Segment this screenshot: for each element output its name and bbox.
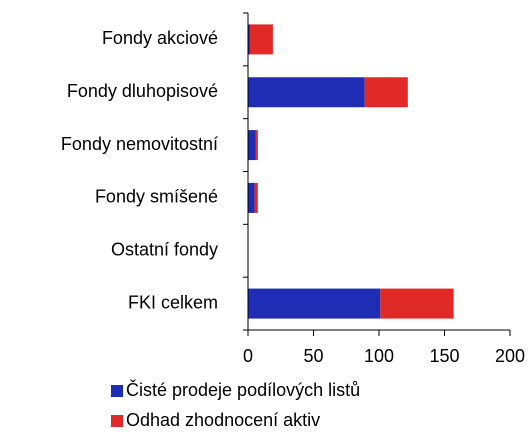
y-tick-label: Fondy smíšené [95,187,218,207]
x-tick-label: 150 [429,346,459,366]
bar-segment [249,24,273,55]
x-tick-label: 50 [303,346,323,366]
x-tick-label: 100 [364,346,394,366]
bar-segment [248,24,250,55]
bar-segment [255,130,258,161]
bar-segment [364,77,408,108]
bar-segment [248,77,365,108]
y-tick-label: Ostatní fondy [111,240,218,260]
y-tick-label: FKI celkem [128,292,218,312]
bar-segment [248,130,256,161]
bar-segment [380,288,454,319]
legend-swatch [111,385,123,397]
bar-segment [248,182,255,213]
x-tick-label: 0 [243,346,253,366]
legend-label: Čisté prodeje podílových listů [126,379,360,400]
legend-label: Odhad zhodnocení aktiv [126,410,320,430]
y-tick-label: Fondy akciové [102,28,218,48]
y-tick-label: Fondy dluhopisové [67,81,218,101]
bar-segment [248,288,381,319]
x-tick-label: 200 [495,346,525,366]
y-tick-label: Fondy nemovitostní [61,134,218,154]
bar-segment [254,182,258,213]
legend-swatch [111,415,123,427]
